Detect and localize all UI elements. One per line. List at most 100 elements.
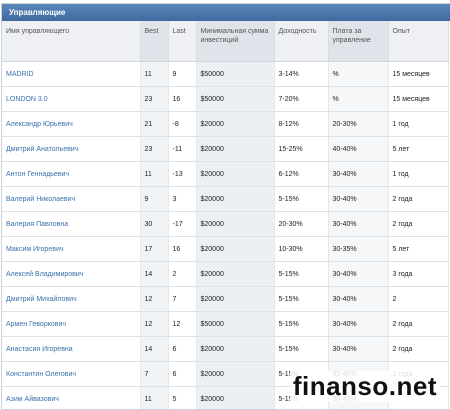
manager-name-link[interactable]: Алексей Владимирович [2, 261, 141, 287]
min-investment-cell: $20000 [196, 161, 275, 187]
manager-name-link[interactable]: Александр Юрьевич [2, 111, 141, 137]
manager-name-link[interactable]: Валерия Павловна [2, 211, 141, 237]
experience-cell: 15 месяцев [388, 61, 449, 87]
best-cell: 14 [140, 261, 169, 287]
manager-name-link[interactable]: Константин Олегович [2, 361, 141, 387]
experience-cell: 2 года [388, 311, 449, 337]
fee-cell: 20-30% [328, 111, 389, 137]
last-cell: 5 [168, 386, 197, 409]
experience-cell: 2 [388, 286, 449, 312]
last-cell: 6 [168, 361, 197, 387]
yield-cell: 8-12% [274, 111, 329, 137]
panel-title: Управляющие [2, 4, 450, 21]
min-investment-cell: $20000 [196, 286, 275, 312]
experience-cell: 1 год [388, 161, 449, 187]
min-investment-cell: $20000 [196, 261, 275, 287]
watermark: finanso.net [289, 371, 440, 402]
last-cell: 3 [168, 186, 197, 212]
fee-cell: 30-40% [328, 311, 389, 337]
yield-cell: 15-25% [274, 136, 329, 162]
fee-cell: % [328, 86, 389, 112]
last-cell: 16 [168, 236, 197, 262]
table-row: Александр Юрьевич 21 -8 $20000 8-12% 20-30% 1 … [2, 111, 449, 137]
table-row: Армен Геворкович 12 12 $50000 5-15% 30-40% 2 г… [2, 311, 449, 337]
min-investment-cell: $20000 [196, 211, 275, 237]
best-cell: 21 [140, 111, 169, 137]
managers-table: Имя управляющего Best Last Минимальная с… [2, 21, 449, 409]
last-cell: 12 [168, 311, 197, 337]
yield-cell: 5-15% [274, 336, 329, 362]
fee-cell: 30-40% [328, 186, 389, 212]
best-cell: 12 [140, 286, 169, 312]
best-cell: 9 [140, 186, 169, 212]
manager-name-link[interactable]: Максим Игоревич [2, 236, 141, 262]
best-cell: 23 [140, 136, 169, 162]
yield-cell: 6-12% [274, 161, 329, 187]
column-header-fee[interactable]: Плата за управление [328, 21, 389, 62]
table-row: LONDON 3.0 23 16 $50000 7-20%% 15 месяцев [2, 86, 449, 112]
fee-cell: 30-40% [328, 286, 389, 312]
best-cell: 14 [140, 336, 169, 362]
column-header-min-investment[interactable]: Минимальная сумма инвестиций [196, 21, 275, 62]
min-investment-cell: $20000 [196, 136, 275, 162]
table-row: Дмитрий Анатольевич 23 -11 $20000 15-25% 40-4… [2, 136, 449, 162]
yield-cell: 5-15% [274, 311, 329, 337]
manager-name-link[interactable]: Армен Геворкович [2, 311, 141, 337]
fee-cell: 30-40% [328, 261, 389, 287]
experience-cell: 3 года [388, 261, 449, 287]
table-row: Анастасия Игоревна 14 6 $20000 5-15% 30-40% 2 … [2, 336, 449, 362]
fee-cell: 30-40% [328, 211, 389, 237]
manager-name-link[interactable]: Анастасия Игоревна [2, 336, 141, 362]
min-investment-cell: $20000 [196, 386, 275, 409]
column-header-best[interactable]: Best [140, 21, 169, 62]
column-header-yield[interactable]: Доходность [274, 21, 329, 62]
managers-panel: Управляющие Имя управляющего Best Last М… [1, 3, 450, 410]
last-cell: 9 [168, 61, 197, 87]
manager-name-link[interactable]: MADRID [2, 61, 141, 87]
table-row: MADRID 11 9 $50000 3-14%% 15 месяцев [2, 61, 449, 87]
manager-name-link[interactable]: Дмитрий Михайлович [2, 286, 141, 312]
last-cell: 2 [168, 261, 197, 287]
column-header-last[interactable]: Last [168, 21, 197, 62]
min-investment-cell: $20000 [196, 361, 275, 387]
best-cell: 17 [140, 236, 169, 262]
min-investment-cell: $50000 [196, 311, 275, 337]
table-row: Максим Игоревич 17 16 $20000 10-30% 30-35% 5 л… [2, 236, 449, 262]
table-row: Антон Геннадьевич 11 -13 $20000 6-12% 30-40% 1… [2, 161, 449, 187]
fee-cell: 30-35% [328, 236, 389, 262]
manager-name-link[interactable]: Валерий Николаевич [2, 186, 141, 212]
min-investment-cell: $50000 [196, 86, 275, 112]
yield-cell: 5-15% [274, 261, 329, 287]
min-investment-cell: $20000 [196, 111, 275, 137]
manager-name-link[interactable]: LONDON 3.0 [2, 86, 141, 112]
table-header-row: Имя управляющего Best Last Минимальная с… [2, 21, 449, 62]
manager-name-link[interactable]: Дмитрий Анатольевич [2, 136, 141, 162]
yield-cell: 3-14% [274, 61, 329, 87]
best-cell: 23 [140, 86, 169, 112]
best-cell: 12 [140, 311, 169, 337]
last-cell: 16 [168, 86, 197, 112]
last-cell: 6 [168, 336, 197, 362]
column-header-name[interactable]: Имя управляющего [2, 21, 141, 62]
min-investment-cell: $20000 [196, 236, 275, 262]
best-cell: 11 [140, 386, 169, 409]
min-investment-cell: $20000 [196, 186, 275, 212]
min-investment-cell: $20000 [196, 336, 275, 362]
best-cell: 11 [140, 61, 169, 87]
manager-name-link[interactable]: Антон Геннадьевич [2, 161, 141, 187]
table-row: Валерия Павловна 30 -17 $20000 20-30% 30-40% 2… [2, 211, 449, 237]
yield-cell: 7-20% [274, 86, 329, 112]
last-cell: -11 [168, 136, 197, 162]
experience-cell: 5 лет [388, 236, 449, 262]
best-cell: 30 [140, 211, 169, 237]
table-row: Дмитрий Михайлович 12 7 $20000 5-15% 30-40% 2 [2, 286, 449, 312]
column-header-experience[interactable]: Опыт [388, 21, 449, 62]
min-investment-cell: $50000 [196, 61, 275, 87]
manager-name-link[interactable]: Азим Айвазович [2, 386, 141, 409]
yield-cell: 5-15% [274, 186, 329, 212]
table-row: Валерий Николаевич 9 3 $20000 5-15% 30-40% 2 г… [2, 186, 449, 212]
yield-cell: 20-30% [274, 211, 329, 237]
last-cell: -17 [168, 211, 197, 237]
last-cell: -8 [168, 111, 197, 137]
